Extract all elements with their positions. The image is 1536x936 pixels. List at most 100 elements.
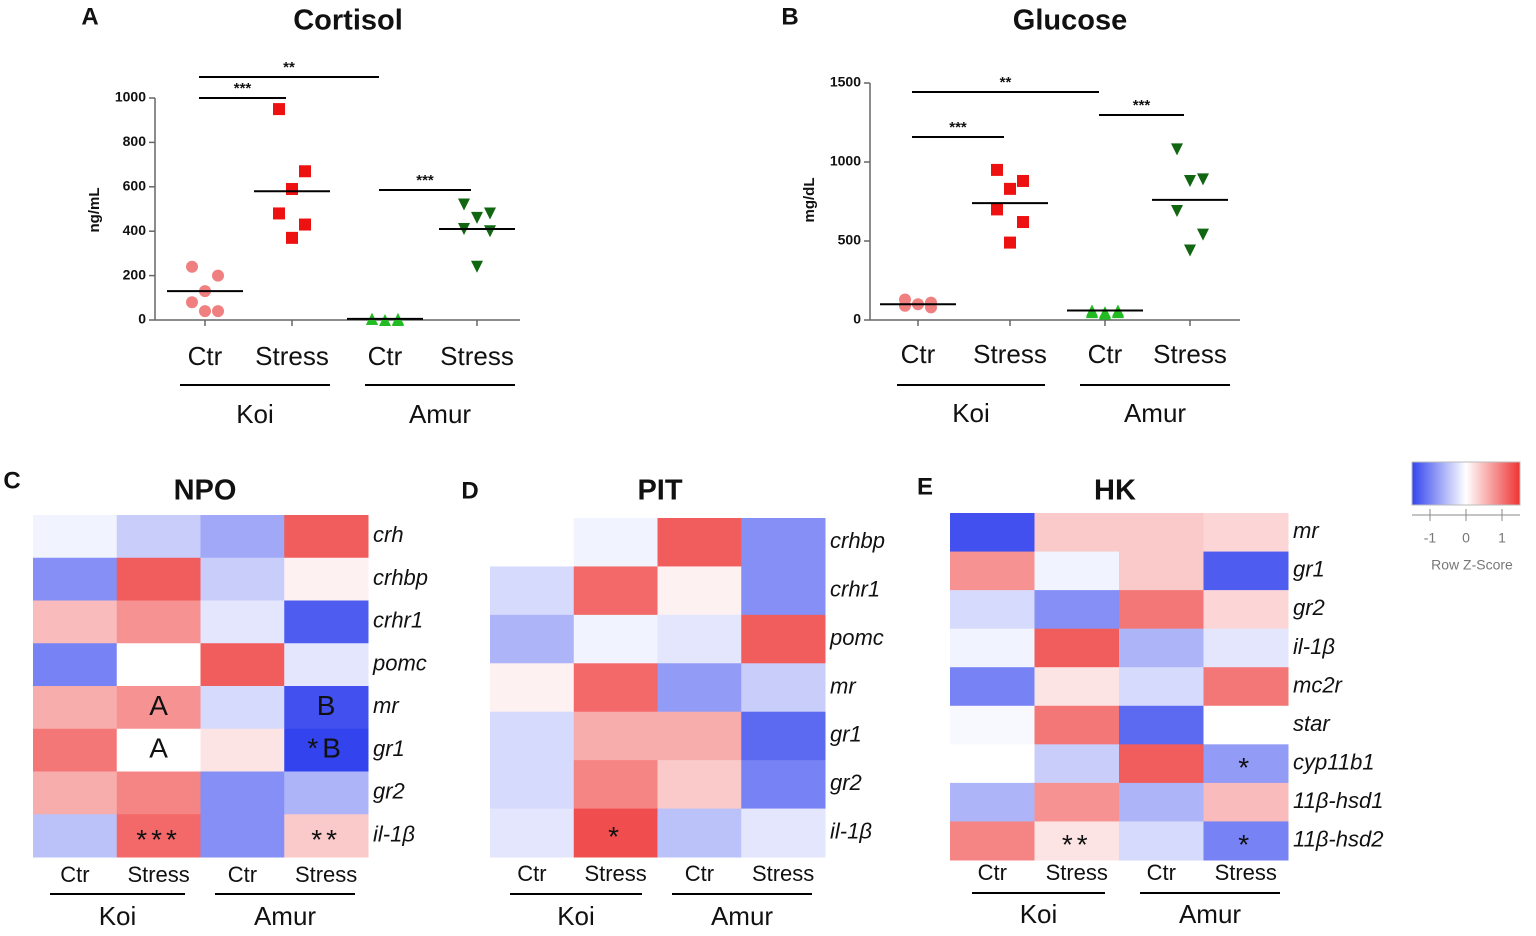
heatmap-cell [116, 600, 201, 644]
heatmap: D PIT Koi Amur crhbp crhr1 pomc mr gr1 gr2 il-1β Ct… [461, 475, 885, 931]
y-tick-label: 0 [138, 311, 146, 327]
heatmap-cell [116, 557, 201, 601]
data-point [484, 207, 496, 220]
row-label: mr [373, 693, 400, 718]
heatmap-cell [284, 771, 369, 815]
cell-label: * [1238, 829, 1253, 860]
heatmap-cell [33, 771, 118, 815]
data-point [299, 218, 311, 231]
significance-label: ** [283, 59, 295, 76]
panel-letter: E [917, 473, 933, 500]
colorbar-tick-label: 1 [1498, 530, 1506, 546]
group-label: Amur [1179, 899, 1241, 929]
heatmap-cell [741, 711, 826, 761]
heatmap-cell [573, 663, 658, 713]
heatmap-cell [490, 808, 575, 858]
significance-label: *** [416, 172, 434, 189]
data-point [212, 269, 224, 282]
heatmap-cell [573, 614, 658, 664]
heatmap-cell [1203, 667, 1289, 707]
data-point [458, 198, 470, 211]
x-tick-label: Ctr [1147, 860, 1176, 885]
heatmap-cell [657, 614, 742, 664]
y-tick-label: 0 [853, 311, 861, 327]
row-label: gr2 [1293, 595, 1325, 620]
heatmap-cell [741, 663, 826, 713]
colorbar-tick-label: 0 [1462, 530, 1470, 546]
heatmap-cell [490, 566, 575, 616]
heatmap-cell [1203, 782, 1289, 822]
heatmap-cell [200, 557, 285, 601]
y-tick-label: 1000 [830, 153, 861, 169]
cell-label: A [149, 690, 168, 721]
heatmap-cell [1119, 667, 1204, 707]
heatmap-cell [284, 814, 369, 858]
heatmap-cell [741, 614, 826, 664]
y-tick-label: 1000 [115, 89, 146, 105]
heatmap-cell [573, 518, 658, 567]
data-point [1017, 216, 1029, 229]
heatmap-cell [1034, 821, 1120, 861]
significance-label: ** [1000, 74, 1012, 91]
heatmap-cell [573, 711, 658, 761]
heatmap-cell [490, 760, 575, 810]
heatmap-cell [200, 643, 285, 687]
x-tick-label: Ctr [978, 860, 1007, 885]
heatmap: E HK Koi Amur mr gr1 gr2 il-1β mc2r star cyp11b1 11… [917, 473, 1383, 929]
data-point [199, 305, 211, 318]
heatmap-cell [573, 760, 658, 810]
row-label: gr2 [373, 779, 405, 804]
heatmap-cell [657, 808, 742, 858]
heatmap-cell [33, 686, 118, 730]
heatmap-cell [741, 566, 826, 616]
heatmap-cell [657, 518, 742, 567]
y-tick-label: 200 [123, 266, 147, 282]
heatmap-cell [116, 771, 201, 815]
heatmap-cell [284, 686, 369, 730]
heatmap-cell [116, 814, 201, 858]
panel-title: HK [1094, 475, 1136, 507]
row-label: il-1β [373, 821, 415, 846]
colorbar-fill [1411, 461, 1521, 506]
x-tick-label: Ctr [517, 861, 546, 886]
heatmap-cell [657, 760, 742, 810]
group-label: Amur [711, 901, 773, 931]
data-point [991, 163, 1003, 176]
cell-label: ** [1062, 829, 1092, 860]
y-tick-label: 1500 [830, 74, 861, 90]
x-tick-label: Ctr [60, 862, 89, 887]
x-tick-label: Stress [255, 341, 329, 371]
row-label: mr [1293, 518, 1320, 543]
data-point [273, 207, 285, 220]
row-label: crh [373, 522, 404, 547]
data-point [471, 211, 483, 224]
heatmap-cell [116, 643, 201, 687]
heatmap-cell [1203, 513, 1289, 553]
row-label: il-1β [830, 819, 872, 844]
significance-label: *** [234, 80, 252, 97]
group-label: Amur [1124, 398, 1186, 428]
row-label: mc2r [1293, 672, 1344, 697]
data-point [1171, 204, 1183, 217]
data-point [299, 165, 311, 178]
heatmap-cell [490, 518, 575, 567]
heatmap-cell [1203, 628, 1289, 668]
heatmap-cell [1034, 667, 1120, 707]
data-point [392, 314, 404, 326]
heatmap-cell [573, 566, 658, 616]
significance-label: *** [949, 119, 967, 136]
data-point [899, 299, 911, 312]
heatmap-cell [1119, 628, 1204, 668]
heatmap-cell [284, 515, 369, 559]
heatmap-cell [1034, 628, 1120, 668]
cell-label: ** [311, 824, 341, 855]
heatmap-cell [657, 566, 742, 616]
group-label: Koi [236, 399, 274, 429]
row-label: cyp11b1 [1293, 749, 1375, 774]
heatmap-cell [1203, 705, 1289, 745]
colorbar-label: Row Z-Score [1431, 557, 1513, 573]
row-label: star [1293, 711, 1331, 736]
x-tick-label: Stress [1215, 860, 1277, 885]
y-axis-label: ng/mL [86, 188, 103, 233]
data-point [273, 103, 285, 116]
